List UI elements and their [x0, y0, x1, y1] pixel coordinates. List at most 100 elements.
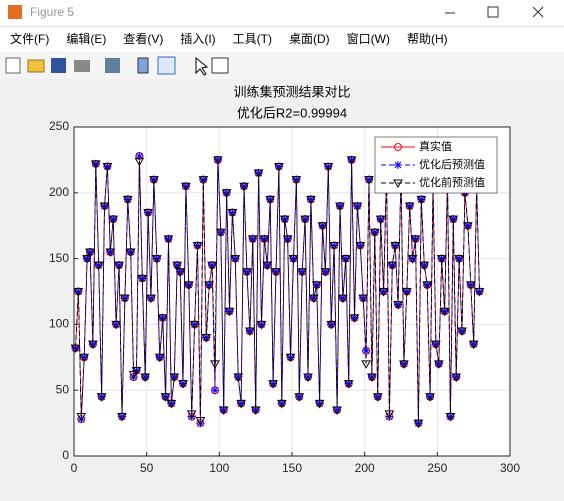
- star-marker: [356, 241, 365, 250]
- triangle-marker: [297, 268, 308, 277]
- menu-item[interactable]: 查看(V): [123, 32, 163, 46]
- y-tick-label: 100: [49, 317, 69, 331]
- triangle-marker: [294, 393, 305, 402]
- star-marker: [228, 208, 237, 217]
- triangle-marker: [213, 156, 223, 165]
- triangle-marker: [122, 195, 133, 205]
- star-marker: [408, 254, 417, 263]
- star-marker: [327, 320, 336, 329]
- triangle-marker: [201, 334, 212, 343]
- star-marker: [94, 261, 103, 270]
- star-marker: [405, 201, 414, 210]
- star-marker: [399, 359, 408, 368]
- triangle-marker: [335, 202, 345, 211]
- star-marker: [149, 175, 158, 184]
- triangle-marker: [163, 235, 174, 244]
- menu-item[interactable]: 帮助(H): [407, 32, 448, 46]
- star-marker: [394, 300, 403, 309]
- star-marker: [376, 215, 385, 224]
- menu-item[interactable]: 窗口(W): [347, 32, 390, 46]
- star-marker: [423, 280, 432, 289]
- menu-item[interactable]: 桌面(D): [289, 32, 330, 46]
- triangle-marker: [361, 360, 371, 369]
- star-marker: [315, 399, 324, 408]
- triangle-marker: [244, 327, 255, 336]
- star-marker: [266, 195, 275, 204]
- star-marker: [385, 412, 394, 421]
- axes-box: [73, 126, 511, 457]
- star-marker: [138, 274, 147, 283]
- star-marker: [353, 201, 362, 210]
- star-marker: [112, 320, 121, 329]
- maximize-button[interactable]: [487, 6, 499, 18]
- triangle-marker: [399, 360, 409, 369]
- star-marker: [126, 248, 135, 257]
- star-marker: [103, 162, 112, 171]
- triangle-marker: [433, 360, 444, 369]
- triangle-marker: [178, 380, 188, 389]
- triangle-marker: [314, 399, 325, 409]
- menu-item[interactable]: 文件(F): [10, 31, 49, 46]
- save-icon[interactable]: [51, 58, 66, 73]
- star-marker: [219, 405, 228, 414]
- star-marker: [458, 326, 467, 335]
- triangle-marker: [352, 202, 363, 211]
- triangle-marker: [250, 406, 261, 415]
- colorbar-icon[interactable]: [137, 57, 149, 74]
- star-marker: [257, 320, 266, 329]
- star-marker: [164, 234, 173, 243]
- star-marker: [475, 287, 484, 296]
- x-tick-label: 200: [355, 461, 375, 475]
- triangle-marker: [259, 235, 270, 244]
- star-marker: [115, 261, 124, 270]
- triangle-marker: [85, 248, 95, 258]
- legend-icon[interactable]: [157, 56, 176, 75]
- star-marker: [277, 399, 286, 408]
- triangle-marker: [215, 228, 226, 238]
- link-icon[interactable]: [105, 58, 120, 73]
- triangle-marker: [454, 255, 464, 264]
- triangle-marker: [300, 215, 310, 225]
- star-marker: [109, 215, 118, 224]
- star-marker: [370, 228, 379, 237]
- close-button[interactable]: [532, 6, 544, 18]
- star-marker: [362, 346, 371, 355]
- triangle-marker: [387, 261, 398, 271]
- menu-item[interactable]: 编辑(E): [66, 31, 106, 46]
- plot-tools-icon[interactable]: [211, 57, 229, 74]
- triangle-marker: [323, 162, 334, 172]
- star-marker: [373, 392, 382, 401]
- star-marker: [155, 353, 164, 362]
- menu-item[interactable]: 插入(I): [180, 32, 215, 46]
- triangle-marker: [73, 288, 84, 297]
- star-marker: [394, 161, 402, 169]
- print-icon[interactable]: [74, 60, 90, 72]
- triangle-marker: [285, 353, 296, 363]
- triangle-marker: [154, 353, 165, 363]
- triangle-marker: [99, 202, 110, 211]
- star-marker: [455, 254, 464, 263]
- triangle-marker: [332, 406, 342, 415]
- triangle-marker: [340, 255, 351, 264]
- triangle-marker: [262, 261, 273, 271]
- menu-item[interactable]: 工具(T): [233, 32, 272, 46]
- triangle-marker: [462, 222, 473, 231]
- open-icon[interactable]: [27, 59, 45, 73]
- star-marker: [309, 294, 318, 303]
- pointer-icon[interactable]: [195, 56, 209, 76]
- star-marker: [80, 353, 89, 362]
- triangle-marker: [82, 255, 92, 264]
- triangle-marker: [358, 294, 369, 304]
- star-marker: [74, 287, 83, 296]
- triangle-marker: [105, 248, 116, 258]
- star-marker: [147, 294, 156, 303]
- new-icon[interactable]: [5, 57, 21, 74]
- y-tick-label: 50: [56, 382, 70, 396]
- star-marker: [274, 162, 283, 171]
- triangle-marker: [320, 268, 331, 277]
- star-marker: [335, 201, 344, 210]
- triangle-marker: [422, 281, 433, 290]
- window-title: Figure 5: [30, 5, 74, 19]
- star-marker: [367, 373, 376, 382]
